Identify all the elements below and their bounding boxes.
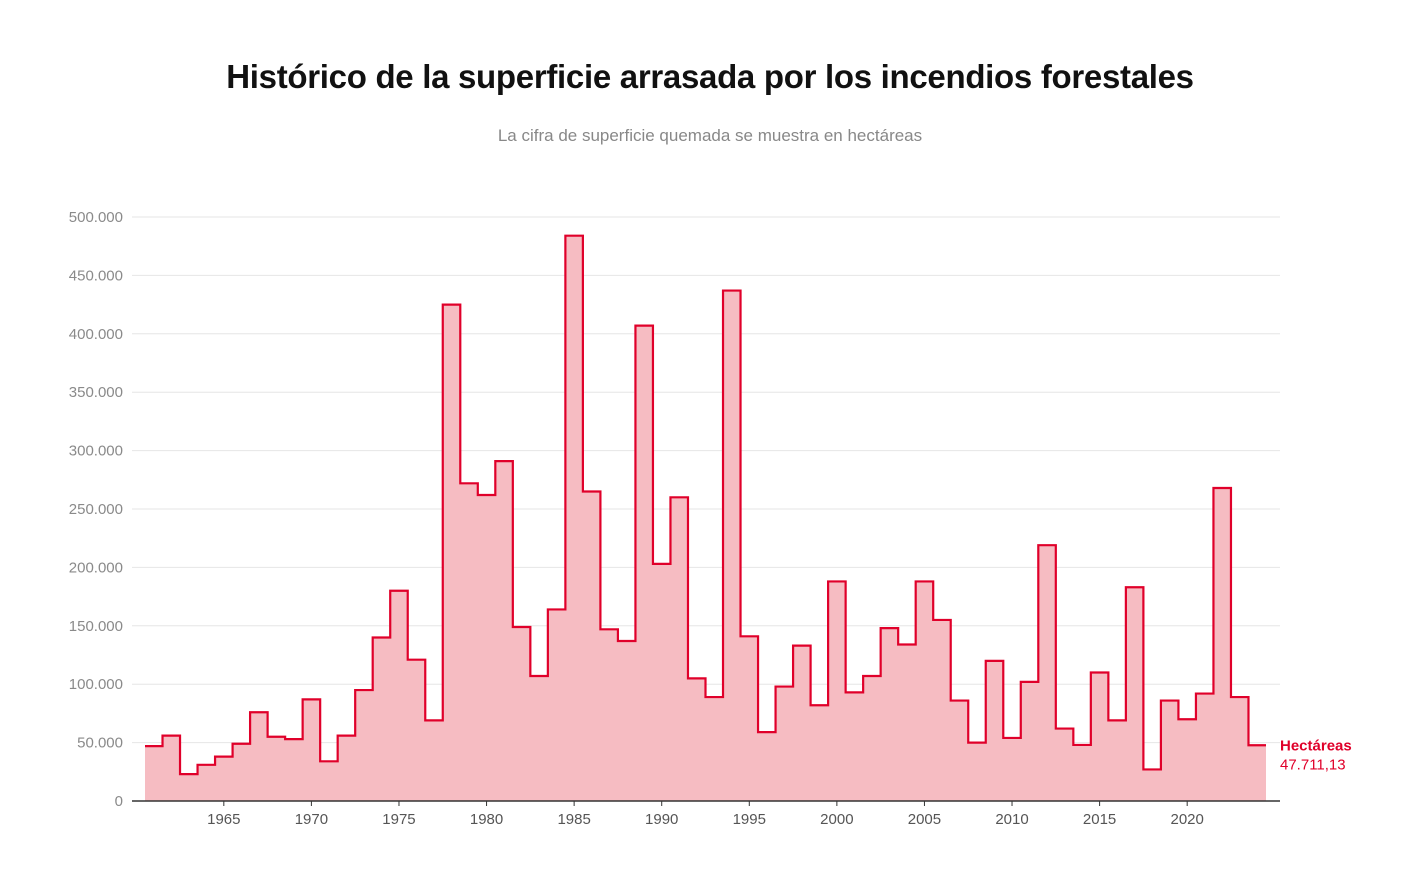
series-end-value: 47.711,13 bbox=[1280, 756, 1346, 773]
y-tick-label: 50.000 bbox=[77, 735, 123, 752]
step-point-2009 bbox=[986, 660, 1004, 662]
y-tick-label: 200.000 bbox=[69, 559, 123, 576]
step-point-1966 bbox=[233, 743, 251, 745]
step-point-2015 bbox=[1091, 672, 1109, 674]
step-point-1994 bbox=[723, 290, 741, 292]
x-axis-ticks: 1965 1970 1975 1980 1985 1990 1995 2000 2005 2010… bbox=[207, 801, 1204, 828]
step-point-1981 bbox=[495, 460, 513, 462]
step-point-2005 bbox=[916, 580, 934, 582]
step-point-2012 bbox=[1038, 544, 1056, 546]
chart-title: Histórico de la superficie arrasada por … bbox=[226, 58, 1194, 95]
x-tick-label: 1995 bbox=[733, 811, 766, 828]
series-layer bbox=[145, 234, 1266, 801]
step-point-1976 bbox=[408, 659, 426, 661]
step-point-2014 bbox=[1073, 744, 1091, 746]
step-point-1968 bbox=[268, 736, 286, 738]
step-point-2017 bbox=[1126, 586, 1144, 588]
step-point-2008 bbox=[968, 742, 986, 744]
grid-lines bbox=[132, 216, 1280, 744]
y-tick-label: 350.000 bbox=[69, 384, 123, 401]
y-tick-label: 150.000 bbox=[69, 618, 123, 635]
y-tick-label: 450.000 bbox=[69, 267, 123, 284]
y-axis-ticks: 0 50.000 100.000 150.000 200.000 250.000 300.0… bbox=[69, 209, 123, 810]
step-point-1980 bbox=[478, 494, 496, 496]
step-point-2024 bbox=[1248, 744, 1266, 746]
step-point-1995 bbox=[741, 635, 759, 637]
step-point-1983 bbox=[530, 675, 548, 677]
step-point-2023 bbox=[1231, 696, 1249, 698]
step-point-1997 bbox=[776, 686, 794, 688]
step-point-2019 bbox=[1161, 700, 1179, 702]
step-point-1993 bbox=[706, 696, 724, 698]
step-point-2022 bbox=[1213, 487, 1231, 489]
step-point-2011 bbox=[1021, 681, 1039, 683]
step-point-1963 bbox=[180, 773, 198, 775]
step-point-1961 bbox=[145, 745, 163, 747]
step-point-2004 bbox=[898, 643, 916, 645]
step-point-2002 bbox=[863, 675, 881, 677]
x-tick-label: 1990 bbox=[645, 811, 678, 828]
y-tick-label: 100.000 bbox=[69, 676, 123, 693]
step-point-2001 bbox=[846, 691, 864, 693]
step-point-1973 bbox=[355, 689, 373, 691]
x-tick-label: 2010 bbox=[995, 811, 1028, 828]
step-point-1999 bbox=[811, 704, 829, 706]
y-tick-label: 400.000 bbox=[69, 326, 123, 343]
step-point-1982 bbox=[513, 626, 531, 628]
step-point-2020 bbox=[1178, 718, 1196, 720]
step-point-1972 bbox=[338, 735, 356, 737]
step-point-1974 bbox=[373, 636, 391, 638]
x-tick-label: 1965 bbox=[207, 811, 240, 828]
step-point-1988 bbox=[618, 640, 636, 642]
step-point-1967 bbox=[250, 711, 268, 713]
step-point-1978 bbox=[443, 304, 461, 306]
step-point-1992 bbox=[688, 677, 706, 679]
step-point-2018 bbox=[1143, 768, 1161, 770]
chart-subtitle: La cifra de superficie quemada se muestr… bbox=[497, 126, 923, 145]
x-tick-label: 1970 bbox=[295, 811, 328, 828]
step-point-1998 bbox=[793, 645, 811, 647]
step-point-1964 bbox=[198, 764, 216, 766]
x-tick-label: 1975 bbox=[382, 811, 415, 828]
step-point-1984 bbox=[548, 608, 566, 610]
series-end-label: Hectáreas bbox=[1280, 737, 1352, 754]
x-tick-label: 2020 bbox=[1170, 811, 1203, 828]
y-tick-label: 0 bbox=[115, 793, 123, 810]
x-tick-label: 2015 bbox=[1083, 811, 1116, 828]
step-point-1989 bbox=[635, 325, 653, 327]
step-point-1977 bbox=[425, 719, 443, 721]
step-point-2010 bbox=[1003, 737, 1021, 739]
y-tick-label: 250.000 bbox=[69, 501, 123, 518]
step-point-1971 bbox=[320, 760, 338, 762]
step-point-1979 bbox=[460, 482, 478, 484]
step-point-1962 bbox=[163, 735, 181, 737]
step-point-2016 bbox=[1108, 719, 1126, 721]
y-tick-label: 300.000 bbox=[69, 443, 123, 460]
step-point-1965 bbox=[215, 756, 233, 758]
x-tick-label: 1980 bbox=[470, 811, 503, 828]
series-area bbox=[145, 235, 1266, 801]
step-point-1975 bbox=[390, 590, 408, 592]
step-point-1987 bbox=[600, 628, 618, 630]
step-point-2000 bbox=[828, 580, 846, 582]
series-line bbox=[145, 234, 1266, 776]
step-point-1969 bbox=[285, 738, 303, 740]
step-point-1991 bbox=[670, 496, 688, 498]
step-point-1990 bbox=[653, 563, 671, 565]
x-tick-label: 2000 bbox=[820, 811, 853, 828]
y-tick-label: 500.000 bbox=[69, 209, 123, 226]
step-point-2013 bbox=[1056, 728, 1074, 730]
step-point-2021 bbox=[1196, 693, 1214, 695]
step-point-2003 bbox=[881, 627, 899, 629]
x-tick-label: 1985 bbox=[557, 811, 590, 828]
step-point-2006 bbox=[933, 619, 951, 621]
step-point-1986 bbox=[583, 490, 601, 492]
x-tick-label: 2005 bbox=[908, 811, 941, 828]
step-point-1970 bbox=[303, 698, 321, 700]
step-point-1996 bbox=[758, 731, 776, 733]
step-point-1985 bbox=[565, 235, 583, 237]
step-point-2007 bbox=[951, 700, 969, 702]
